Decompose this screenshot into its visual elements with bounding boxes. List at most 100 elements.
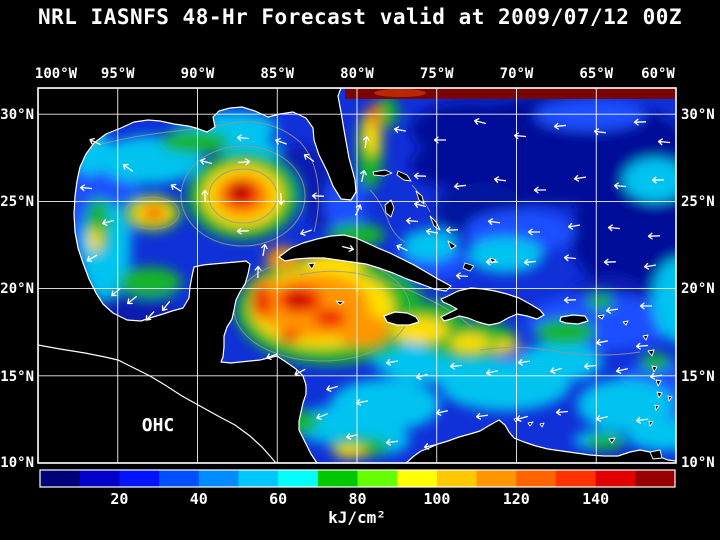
lon-label: 60°W: [641, 66, 675, 82]
colorbar-tick-label: 120: [503, 490, 530, 508]
colorbar-segment: [119, 470, 160, 487]
lat-label: 25°N: [681, 194, 715, 210]
heat-blob: [652, 258, 676, 342]
contour-line: [79, 121, 319, 233]
island-inagua: [462, 262, 475, 272]
colorbar-segment: [317, 470, 358, 487]
island-guadeloupe: [647, 349, 655, 357]
land-hispaniola: [440, 287, 545, 326]
figure-title: NRL IASNFS 48-Hr Forecast valid at 2009/…: [38, 5, 682, 29]
heat-blob: [627, 419, 676, 451]
lat-label: 10°N: [681, 455, 715, 471]
heat-blob: [314, 309, 346, 327]
island-isla-juventud: [307, 262, 316, 270]
lat-label: 25°N: [0, 194, 34, 210]
heat-blob: [410, 143, 490, 187]
island-long-island: [429, 215, 441, 231]
island-dominica: [651, 365, 658, 373]
heat-blob: [160, 130, 230, 154]
pacific-coastline: [38, 344, 277, 463]
heat-blob: [402, 229, 458, 261]
colorbar-segment: [635, 470, 676, 487]
contour-line: [369, 189, 406, 243]
colorbar-segment: [357, 470, 398, 487]
heat-blob: [535, 319, 595, 345]
colorbar-tick-label: 60: [269, 490, 287, 508]
heat-blob: [231, 185, 249, 199]
heat-blob: [467, 237, 543, 273]
colorbar-segment: [516, 470, 557, 487]
lon-label: 70°W: [500, 66, 534, 82]
island-antigua: [642, 334, 649, 341]
grid-lines: [38, 88, 676, 463]
colorbar-tick-labels: 20 40 60 80 100 120 140: [110, 490, 609, 508]
heat-blob: [378, 96, 398, 128]
island-margarita: [608, 437, 616, 444]
colorbar-segment: [278, 470, 319, 487]
lat-label: 30°N: [681, 107, 715, 123]
lat-label: 20°N: [681, 281, 715, 297]
heat-blob: [518, 342, 602, 382]
island-grenada: [648, 420, 654, 427]
lon-label: 100°W: [35, 66, 78, 82]
lon-label: 80°W: [340, 66, 374, 82]
heat-blob: [253, 286, 271, 318]
island-grand-bahama: [372, 169, 393, 177]
heat-blob: [280, 330, 300, 342]
heat-blob: [118, 267, 182, 297]
lon-label: 65°W: [579, 66, 613, 82]
lon-label: 75°W: [420, 66, 454, 82]
map-frame: [37, 87, 677, 464]
colorbar-tick-label: 40: [190, 490, 208, 508]
heat-blob: [535, 99, 645, 131]
heat-blob: [623, 158, 676, 202]
heat-blob: [334, 314, 390, 346]
island-st-martin: [622, 320, 629, 326]
lon-label: 95°W: [101, 66, 135, 82]
island-trinidad: [649, 449, 663, 460]
heat-blob: [450, 334, 490, 352]
colorbar-segment: [555, 470, 597, 487]
top-boundary-band: [345, 88, 676, 99]
land-cuba: [278, 234, 452, 292]
colorbar-segment: [40, 470, 81, 487]
island-st-lucia: [656, 391, 663, 399]
island-andros: [384, 199, 395, 218]
lat-label: 20°N: [0, 281, 34, 297]
lon-axis-labels: 100°W 95°W 90°W 85°W 80°W 75°W 70°W 65°W…: [35, 66, 676, 82]
heat-blob: [640, 353, 670, 371]
lat-axis-labels-right: 30°N 25°N 20°N 15°N 10°N: [681, 107, 715, 471]
colorbar-segment: [198, 470, 239, 487]
colorbar-tick-label: 20: [110, 490, 128, 508]
heat-blob: [89, 228, 101, 252]
island-virgin: [597, 314, 605, 320]
colorbar-segment: [595, 470, 636, 487]
island-curacao: [527, 421, 534, 427]
lon-label: 85°W: [260, 66, 294, 82]
colorbar-tick-label: 80: [348, 490, 366, 508]
colorbar-unit-label: kJ/cm²: [328, 508, 386, 527]
heat-blob: [587, 294, 613, 310]
colorbar-segment: [397, 470, 438, 487]
heat-blob: [491, 341, 519, 353]
heat-blob: [334, 446, 366, 458]
lat-label: 30°N: [0, 107, 34, 123]
lat-axis-labels-left: 30°N 25°N 20°N 15°N 10°N: [0, 107, 34, 471]
land-jamaica: [383, 311, 420, 326]
colorbar-segments: [40, 470, 676, 487]
colorbar-segment: [476, 470, 517, 487]
island-crooked: [447, 240, 457, 250]
lat-label: 10°N: [0, 455, 34, 471]
heat-blob: [289, 295, 307, 305]
colorbar-tick-label: 100: [423, 490, 450, 508]
island-martinique: [655, 379, 662, 387]
island-st-vincent: [654, 404, 660, 411]
colorbar-segment: [159, 470, 200, 487]
island-bonaire: [539, 422, 545, 428]
land-puerto-rico: [559, 314, 589, 325]
colorbar-segment: [79, 470, 120, 487]
ohc-label: OHC: [142, 415, 175, 436]
colorbar-tick-label: 140: [582, 490, 609, 508]
lat-label: 15°N: [681, 369, 715, 385]
